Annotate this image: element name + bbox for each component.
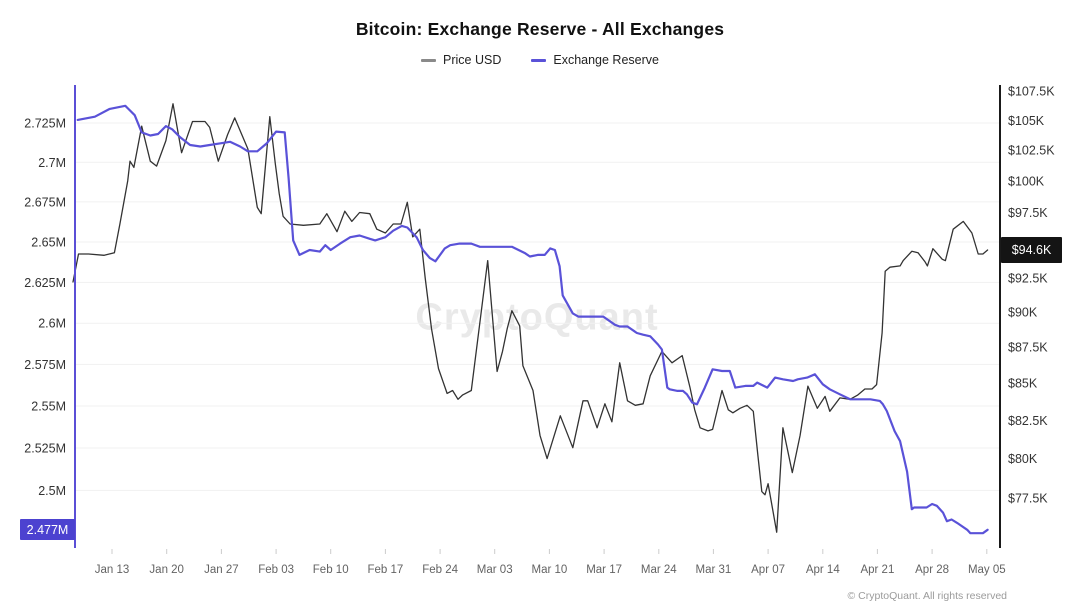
right-axis-label: $105K xyxy=(1008,114,1045,128)
x-axis-label: Mar 17 xyxy=(586,564,622,576)
exchange-reserve-line xyxy=(76,104,989,535)
right-axis-label: $87.5K xyxy=(1008,341,1048,355)
page-title: Bitcoin: Exchange Reserve - All Exchange… xyxy=(355,19,725,39)
left-axis-label: 2.575M xyxy=(24,358,66,372)
right-axis-label: $102.5K xyxy=(1008,144,1055,158)
left-axis-label: 2.525M xyxy=(24,442,66,456)
left-axis-label: 2.675M xyxy=(24,195,66,209)
x-axis-label: Jan 13 xyxy=(95,564,130,576)
x-axis-label: Apr 07 xyxy=(751,564,785,576)
reserve-current-value-badge: 2.477M xyxy=(20,519,75,540)
legend-label-price-usd: Price USD xyxy=(443,53,502,67)
x-axis-label: Feb 03 xyxy=(258,564,294,576)
legend: Price USD Exchange Reserve xyxy=(0,53,1080,67)
x-axis-label: Feb 17 xyxy=(367,564,403,576)
x-axis-label: Apr 14 xyxy=(806,564,840,576)
left-axis-label: 2.625M xyxy=(24,276,66,290)
legend-item-exchange-reserve[interactable]: Exchange Reserve xyxy=(531,53,659,67)
x-axis-label: Mar 31 xyxy=(696,564,732,576)
legend-item-price-usd[interactable]: Price USD xyxy=(421,53,501,67)
x-axis-label: Apr 21 xyxy=(860,564,894,576)
copyright-note: © CryptoQuant. All rights reserved xyxy=(847,590,1007,602)
price-usd-line xyxy=(72,103,989,533)
x-axis-label: Jan 20 xyxy=(149,564,184,576)
x-axis-label: Mar 10 xyxy=(532,564,568,576)
right-axis-label: $82.5K xyxy=(1008,414,1048,428)
left-axis-label: 2.65M xyxy=(31,236,66,250)
x-axis-label: Jan 27 xyxy=(204,564,239,576)
x-axis-label: Mar 24 xyxy=(641,564,677,576)
x-axis-label: Mar 03 xyxy=(477,564,513,576)
price-current-value-badge: $94.6K xyxy=(1001,237,1062,263)
x-axis-label: Feb 10 xyxy=(313,564,349,576)
right-axis-label: $85K xyxy=(1008,377,1038,391)
price-line-swatch-icon xyxy=(421,58,437,62)
left-axis-label: 2.7M xyxy=(38,156,66,170)
left-axis-label: 2.5M xyxy=(38,484,66,498)
legend-label-exchange-reserve: Exchange Reserve xyxy=(553,53,659,67)
x-axis-label: Apr 28 xyxy=(915,564,949,576)
right-axis-label: $100K xyxy=(1008,175,1045,189)
right-axis-label: $107.5K xyxy=(1008,85,1055,99)
left-axis-label: 2.55M xyxy=(31,400,66,414)
x-axis-label: May 05 xyxy=(968,564,1006,576)
right-axis-label: $77.5K xyxy=(1008,492,1048,506)
right-axis-label: $80K xyxy=(1008,452,1038,466)
reserve-line-swatch-icon xyxy=(531,58,547,62)
left-axis-label: 2.6M xyxy=(38,317,66,331)
x-axis-label: Feb 24 xyxy=(422,564,458,576)
right-axis-label: $92.5K xyxy=(1008,272,1048,286)
left-axis-label: 2.725M xyxy=(24,117,66,131)
right-axis-label: $90K xyxy=(1008,306,1038,320)
right-axis-label: $97.5K xyxy=(1008,206,1048,220)
